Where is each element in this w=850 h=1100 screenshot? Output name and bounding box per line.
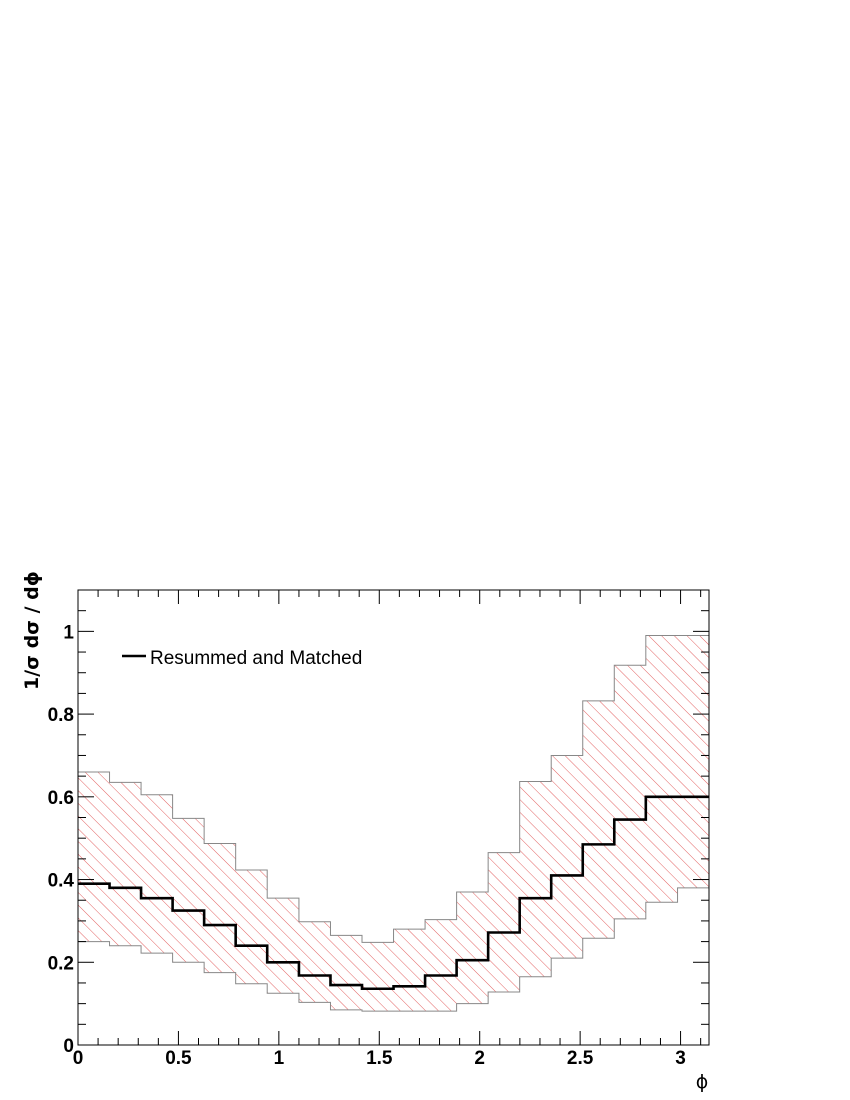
y-tick-label: 0 bbox=[63, 1036, 74, 1057]
y-tick-labels: 0 0.2 0.4 0.6 0.8 1 bbox=[48, 622, 75, 1057]
x-tick-labels: 0 0.5 1 1.5 2 2.5 3 bbox=[73, 1048, 686, 1069]
x-tick-label: 1.5 bbox=[366, 1048, 393, 1069]
series-line-resummed-and-matched bbox=[78, 795, 709, 991]
legend-label-resummed-and-matched: Resummed and Matched bbox=[150, 648, 362, 669]
series-layer bbox=[78, 795, 709, 991]
y-tick-label: 0.6 bbox=[48, 788, 74, 809]
legend: Resummed and Matched bbox=[122, 648, 362, 669]
y-tick-label: 0.8 bbox=[48, 705, 74, 726]
y-axis-title: 1/σ dσ / dϕ bbox=[21, 571, 43, 690]
tick-marks bbox=[77, 589, 709, 1046]
uncertainty-band-layer bbox=[78, 635, 709, 1012]
y-tick-label: 0.4 bbox=[48, 871, 75, 892]
y-tick-label: 1 bbox=[63, 622, 74, 643]
band-lower-edge bbox=[78, 887, 709, 1012]
y-tick-label: 0.2 bbox=[48, 953, 74, 974]
band-fill bbox=[78, 635, 709, 1012]
x-tick-label: 0.5 bbox=[165, 1048, 192, 1069]
x-tick-label: 2.5 bbox=[567, 1048, 594, 1069]
x-tick-label: 3 bbox=[675, 1048, 686, 1069]
x-axis-title: ϕ bbox=[696, 1071, 709, 1093]
x-tick-label: 2 bbox=[474, 1048, 485, 1069]
band-upper-edge bbox=[78, 635, 709, 943]
x-tick-label: 0 bbox=[73, 1048, 84, 1069]
x-tick-label: 1 bbox=[274, 1048, 285, 1069]
